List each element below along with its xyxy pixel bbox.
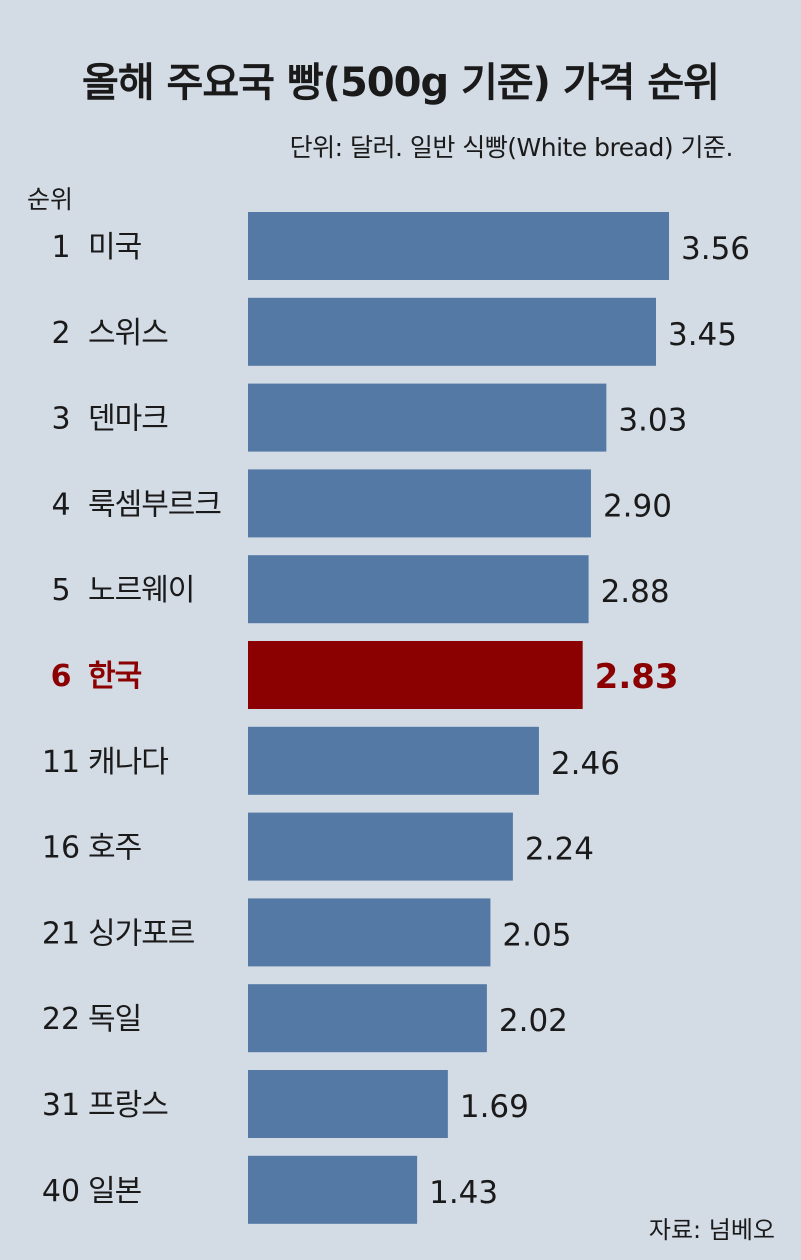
- rank-label: 11: [42, 745, 80, 780]
- category-label: 한국: [88, 659, 142, 694]
- chart-title: 올해 주요국 빵(500g 기준) 가격 순위: [82, 60, 720, 106]
- value-label: 2.90: [603, 488, 672, 524]
- chart-subtitle: 단위: 달러. 일반 식빵(White bread) 기준.: [289, 133, 734, 162]
- category-label: 스위스: [88, 316, 168, 351]
- rank-label: 3: [51, 402, 70, 437]
- rank-column-header: 순위: [27, 185, 74, 214]
- value-label: 2.24: [525, 832, 594, 868]
- rank-label: 22: [42, 1002, 80, 1037]
- bar: [248, 383, 607, 452]
- bar: [248, 726, 539, 795]
- category-label: 캐나다: [88, 745, 168, 780]
- value-label: 1.69: [460, 1089, 529, 1125]
- rank-label: 1: [51, 230, 70, 265]
- rank-label: 6: [51, 659, 72, 694]
- category-label: 프랑스: [88, 1088, 168, 1123]
- rank-label: 2: [51, 316, 70, 351]
- value-label: 2.83: [595, 657, 679, 697]
- source-note: 자료: 넘베오: [648, 1216, 775, 1244]
- category-label: 독일: [88, 1002, 141, 1037]
- bar: [248, 1155, 418, 1224]
- bar: [248, 555, 589, 624]
- category-label: 덴마크: [88, 402, 168, 437]
- bar: [248, 1070, 448, 1138]
- category-label: 룩셈부르크: [88, 487, 221, 522]
- bar: [248, 898, 491, 967]
- category-label: 노르웨이: [88, 573, 194, 608]
- category-label: 싱가포르: [88, 916, 195, 951]
- bar: [248, 812, 513, 881]
- value-label: 3.45: [668, 317, 737, 353]
- bar: [248, 469, 591, 538]
- rank-label: 4: [51, 487, 70, 522]
- category-label: 호주: [88, 831, 141, 866]
- rank-label: 5: [51, 573, 70, 608]
- bar: [248, 984, 487, 1053]
- value-label: 2.88: [601, 574, 670, 610]
- rank-label: 40: [42, 1174, 80, 1209]
- bar: [248, 297, 656, 366]
- category-label: 일본: [88, 1174, 141, 1209]
- value-label: 3.56: [681, 231, 750, 267]
- value-label: 2.02: [499, 1003, 568, 1039]
- rank-label: 16: [42, 831, 80, 866]
- category-label: 미국: [88, 230, 142, 265]
- value-label: 3.03: [618, 403, 687, 439]
- value-label: 2.05: [502, 917, 571, 953]
- value-label: 1.43: [429, 1175, 498, 1211]
- rank-label: 21: [42, 916, 80, 951]
- highlight-bar: [248, 641, 583, 709]
- bar: [248, 212, 669, 280]
- value-label: 2.46: [551, 746, 620, 782]
- rank-label: 31: [42, 1088, 80, 1123]
